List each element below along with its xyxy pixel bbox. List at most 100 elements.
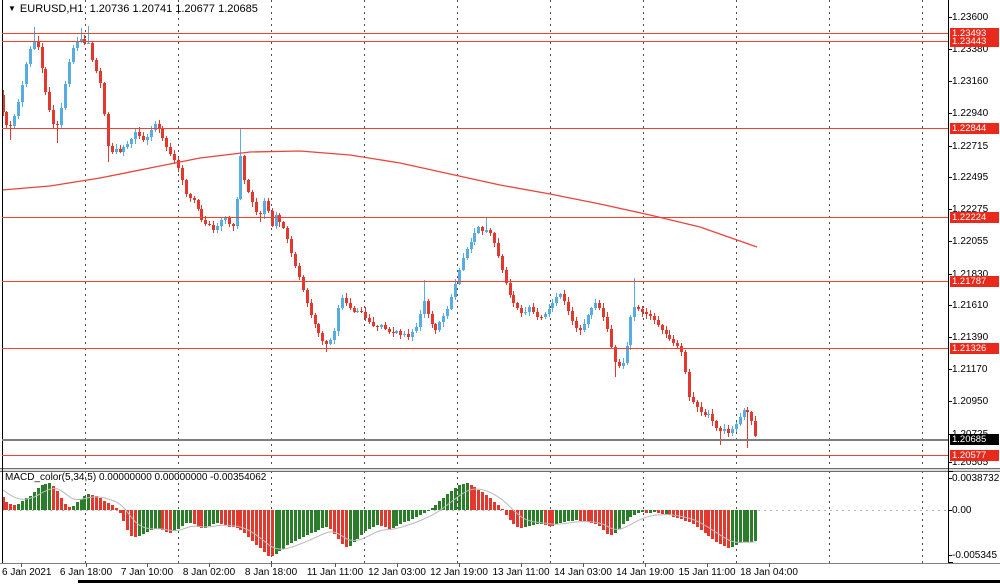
horizontal-level-line[interactable] bbox=[2, 281, 948, 282]
macd-histogram-bar bbox=[391, 510, 395, 528]
macd-histogram-bar bbox=[629, 510, 633, 518]
pane-separator[interactable] bbox=[0, 468, 1000, 469]
macd-histogram-bar bbox=[165, 510, 169, 532]
horizontal-scrollbar[interactable] bbox=[78, 580, 1000, 583]
horizontal-level-line[interactable] bbox=[2, 33, 948, 34]
candle bbox=[75, 40, 79, 48]
candle bbox=[446, 308, 450, 316]
macd-histogram-bar bbox=[500, 509, 504, 511]
macd-histogram-bar bbox=[24, 498, 28, 510]
macd-histogram-bar bbox=[715, 510, 719, 542]
candle bbox=[1, 95, 5, 113]
candle bbox=[134, 131, 138, 140]
macd-histogram-bar bbox=[32, 491, 36, 510]
horizontal-level-line[interactable] bbox=[2, 41, 948, 42]
candle bbox=[192, 197, 196, 201]
candle bbox=[547, 308, 551, 315]
macd-indicator-label: MACD_color(5,34,5) 0.00000000 0.00000000… bbox=[5, 472, 266, 483]
candle bbox=[621, 362, 625, 366]
macd-histogram-bar bbox=[360, 510, 364, 536]
candle bbox=[609, 328, 613, 347]
macd-histogram-bar bbox=[672, 510, 676, 517]
macd-histogram-bar bbox=[290, 510, 294, 544]
candle bbox=[204, 219, 208, 224]
macd-histogram-bar bbox=[430, 508, 434, 510]
macd-histogram-bar bbox=[504, 510, 508, 516]
macd-histogram-bar bbox=[551, 510, 555, 526]
candle bbox=[652, 316, 656, 320]
level-price-tag: 1.23443 bbox=[950, 36, 999, 47]
macd-histogram-bar bbox=[516, 510, 520, 527]
candle bbox=[442, 315, 446, 323]
macd-histogram-bar bbox=[477, 489, 481, 510]
macd-histogram-bar bbox=[399, 510, 403, 524]
macd-histogram-bar bbox=[44, 483, 48, 510]
macd-histogram-bar bbox=[173, 510, 177, 532]
candle bbox=[274, 215, 278, 226]
candle bbox=[372, 322, 375, 327]
macd-indicator-area[interactable] bbox=[0, 471, 948, 563]
candle bbox=[551, 302, 555, 309]
candle bbox=[559, 294, 563, 297]
macd-histogram-bar bbox=[333, 510, 336, 534]
grid-line-vertical bbox=[829, 471, 830, 563]
candle bbox=[563, 294, 567, 302]
candle bbox=[208, 223, 212, 226]
candle bbox=[430, 314, 434, 324]
macd-histogram-bar bbox=[294, 510, 297, 542]
macd-histogram-bar bbox=[496, 505, 500, 510]
time-axis-label: 12 Jan 19:00 bbox=[430, 567, 488, 578]
macd-axis-tick bbox=[948, 478, 952, 479]
grid-line-vertical bbox=[364, 0, 365, 468]
macd-histogram-bar bbox=[5, 502, 9, 510]
macd-histogram-bar bbox=[411, 510, 414, 519]
candle bbox=[130, 139, 134, 145]
candle bbox=[492, 233, 496, 244]
candle bbox=[730, 428, 734, 433]
candle bbox=[83, 38, 87, 43]
symbol-dropdown-icon[interactable]: ▼ bbox=[8, 4, 16, 13]
horizontal-level-line[interactable] bbox=[2, 455, 948, 456]
candle bbox=[67, 62, 71, 84]
candle bbox=[574, 320, 578, 329]
time-axis-tick bbox=[769, 563, 770, 567]
time-axis-label: 8 Jan 02:00 bbox=[182, 567, 236, 578]
macd-histogram-bar bbox=[235, 510, 239, 528]
candle-wick bbox=[88, 26, 90, 44]
level-price-tag: 1.21787 bbox=[950, 276, 999, 287]
horizontal-level-line[interactable] bbox=[2, 128, 948, 129]
macd-histogram-bar bbox=[602, 510, 606, 530]
candle bbox=[21, 84, 24, 103]
macd-histogram-bar bbox=[145, 510, 149, 533]
candle bbox=[602, 307, 606, 317]
horizontal-level-line[interactable] bbox=[2, 217, 948, 218]
candle bbox=[504, 269, 508, 284]
candle bbox=[496, 243, 500, 257]
candle bbox=[239, 156, 243, 199]
candle bbox=[309, 303, 313, 316]
macd-histogram-bar bbox=[192, 510, 196, 525]
current-price-tag: 1.20685 bbox=[950, 434, 999, 445]
macd-histogram-bar bbox=[36, 488, 40, 510]
macd-histogram-bar bbox=[379, 510, 383, 527]
macd-histogram-bar bbox=[110, 505, 114, 510]
candle bbox=[216, 225, 219, 230]
macd-histogram-bar bbox=[691, 510, 695, 525]
candle bbox=[531, 306, 535, 313]
horizontal-level-line[interactable] bbox=[2, 348, 948, 349]
macd-histogram-bar bbox=[216, 510, 219, 524]
macd-histogram-bar bbox=[63, 504, 67, 510]
macd-histogram-bar bbox=[680, 510, 684, 520]
time-axis-label: 14 Jan 19:00 bbox=[616, 567, 674, 578]
price-axis-tick bbox=[948, 146, 952, 147]
price-chart-area[interactable] bbox=[0, 0, 948, 468]
candle bbox=[555, 297, 559, 303]
candle bbox=[617, 361, 621, 366]
macd-histogram-bar bbox=[17, 503, 21, 510]
macd-histogram-bar bbox=[652, 510, 656, 513]
moving-average-line bbox=[1, 150, 758, 248]
grid-line-vertical bbox=[271, 0, 272, 468]
time-axis-label: 6 Jan 18:00 bbox=[59, 567, 113, 578]
level-price-tag: 1.21326 bbox=[950, 343, 999, 354]
chart-title: ▼ EURUSD,H1 1.20736 1.20741 1.20677 1.206… bbox=[8, 3, 258, 15]
